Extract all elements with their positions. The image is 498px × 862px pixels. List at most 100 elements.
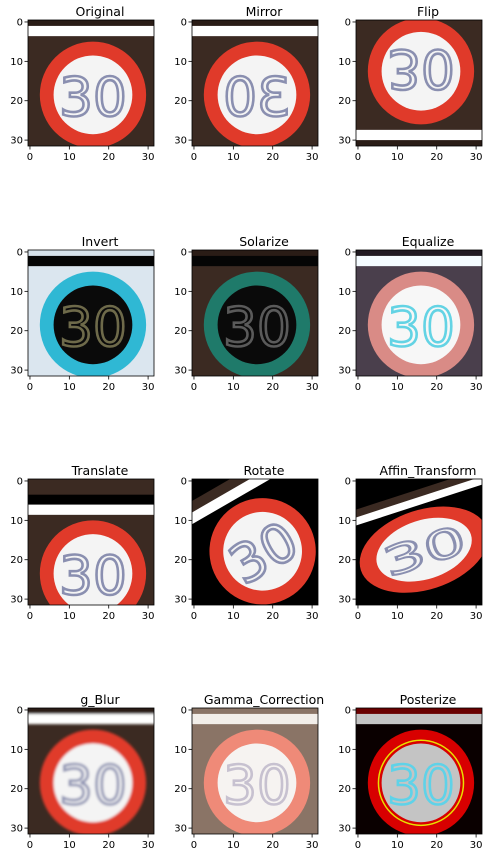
top-band bbox=[192, 479, 304, 543]
x-tick-label: 0 bbox=[355, 382, 361, 393]
y-tick-label: 30 bbox=[10, 824, 23, 835]
y-tick-label: 30 bbox=[10, 136, 23, 147]
sign-face bbox=[381, 31, 461, 111]
axes-frame bbox=[355, 478, 483, 606]
y-tick-label: 20 bbox=[174, 326, 187, 337]
sign-number: 30 bbox=[387, 296, 455, 358]
x-tick-label: 10 bbox=[227, 611, 240, 622]
x-tick-label: 0 bbox=[27, 840, 33, 851]
top-band bbox=[356, 129, 482, 141]
x-tick-label: 0 bbox=[355, 840, 361, 851]
axes-frame bbox=[27, 707, 155, 835]
x-tick-label: 10 bbox=[227, 152, 240, 163]
y-tick-label: 20 bbox=[10, 784, 23, 795]
x-tick-label: 20 bbox=[266, 611, 279, 622]
image-axes: 30 0 10 20 30 0 10 20 30 bbox=[338, 247, 483, 393]
sign-face bbox=[376, 517, 472, 582]
x-tick-label: 20 bbox=[102, 840, 115, 851]
y-tick-label: 10 bbox=[338, 287, 351, 298]
y-tick-label: 30 bbox=[338, 136, 351, 147]
y-tick-label: 0 bbox=[17, 705, 23, 716]
x-tick-label: 30 bbox=[470, 611, 483, 622]
x-tick-label: 0 bbox=[27, 611, 33, 622]
y-tick-label: 0 bbox=[181, 247, 187, 258]
panel-title: Flip bbox=[416, 4, 440, 19]
x-tick-label: 30 bbox=[306, 840, 319, 851]
axes-frame bbox=[191, 19, 319, 147]
sign-number: 30 bbox=[223, 66, 291, 128]
sign-face bbox=[217, 285, 297, 365]
image-axes: 30 0 10 20 30 0 10 20 30 bbox=[174, 17, 319, 163]
y-tick-label: 30 bbox=[10, 595, 23, 606]
panel-mirror: Mirror 30 0 10 20 30 0 10 20 30 bbox=[174, 2, 344, 164]
sign-image: 30 bbox=[356, 250, 482, 376]
panel-gamma-correction: Gamma_Correction 30 0 10 20 30 0 10 20 30 bbox=[174, 690, 344, 852]
y-tick-label: 20 bbox=[174, 784, 187, 795]
sign-image: 30 bbox=[28, 479, 154, 607]
x-tick-label: 20 bbox=[266, 840, 279, 851]
axes-frame bbox=[27, 478, 155, 606]
image-axes: 30 0 10 20 30 0 10 20 30 bbox=[10, 705, 155, 851]
y-tick-label: 0 bbox=[181, 705, 187, 716]
panel-rotate: Rotate 30 0 10 20 30 0 10 20 30 bbox=[174, 461, 344, 623]
panel-translate: Translate 30 0 10 20 30 0 10 20 30 bbox=[10, 461, 180, 623]
sign-number: 30 bbox=[59, 545, 127, 607]
x-tick-label: 20 bbox=[266, 152, 279, 163]
y-tick-label: 20 bbox=[338, 326, 351, 337]
top-band bbox=[192, 713, 318, 725]
y-tick-label: 10 bbox=[338, 745, 351, 756]
x-tick-label: 20 bbox=[430, 840, 443, 851]
y-tick-label: 30 bbox=[174, 136, 187, 147]
y-tick-label: 10 bbox=[338, 57, 351, 68]
x-tick-label: 10 bbox=[63, 840, 76, 851]
sign-number: 30 bbox=[59, 754, 127, 816]
sign-face bbox=[53, 743, 133, 823]
y-tick-label: 0 bbox=[181, 17, 187, 28]
y-tick-label: 30 bbox=[338, 824, 351, 835]
x-tick-label: 10 bbox=[63, 611, 76, 622]
panel-title: Rotate bbox=[243, 463, 285, 478]
sign-number: 30 bbox=[223, 296, 291, 358]
sign-face bbox=[53, 285, 133, 365]
x-tick-label: 0 bbox=[27, 152, 33, 163]
sign-face bbox=[217, 55, 297, 135]
axes-frame bbox=[355, 707, 483, 835]
panel-solarize: Solarize 30 0 10 20 30 0 10 20 30 bbox=[174, 232, 344, 394]
image-axes: 30 0 10 20 30 0 10 20 30 bbox=[174, 705, 319, 851]
x-tick-label: 0 bbox=[191, 152, 197, 163]
x-tick-label: 10 bbox=[391, 611, 404, 622]
sign-image: 30 bbox=[28, 250, 154, 376]
panel-affine: Affin_Transform 30 0 10 20 30 0 10 20 30 bbox=[338, 461, 498, 623]
sign-image: 30 bbox=[356, 20, 482, 146]
y-tick-label: 20 bbox=[174, 96, 187, 107]
sign-image: 30 bbox=[356, 479, 482, 605]
x-tick-label: 20 bbox=[102, 382, 115, 393]
y-tick-label: 0 bbox=[345, 476, 351, 487]
x-tick-label: 30 bbox=[470, 382, 483, 393]
sign-number: 30 bbox=[387, 754, 455, 816]
y-tick-label: 0 bbox=[17, 476, 23, 487]
x-tick-label: 0 bbox=[191, 840, 197, 851]
x-tick-label: 30 bbox=[306, 611, 319, 622]
y-tick-label: 10 bbox=[10, 57, 23, 68]
x-tick-label: 30 bbox=[470, 840, 483, 851]
sign-face bbox=[53, 55, 133, 135]
panel-title: Mirror bbox=[245, 4, 283, 19]
panel-title: g_Blur bbox=[80, 692, 120, 707]
top-band bbox=[28, 504, 154, 515]
sign-number: 30 bbox=[59, 66, 127, 128]
sign-face bbox=[217, 743, 297, 823]
panel-title: Translate bbox=[71, 463, 129, 478]
top-band bbox=[28, 25, 154, 37]
panel-g-blur: g_Blur 30 0 10 20 30 0 10 20 30 bbox=[10, 690, 180, 852]
y-tick-label: 10 bbox=[10, 516, 23, 527]
y-tick-label: 0 bbox=[17, 247, 23, 258]
y-tick-label: 10 bbox=[10, 287, 23, 298]
image-axes: 30 0 10 20 30 0 10 20 30 bbox=[174, 247, 318, 393]
x-tick-label: 10 bbox=[227, 840, 240, 851]
image-axes: 30 0 10 20 30 0 10 20 30 bbox=[338, 476, 483, 622]
y-tick-label: 30 bbox=[338, 595, 351, 606]
sign-image: 30 bbox=[356, 708, 482, 834]
y-tick-label: 0 bbox=[181, 476, 187, 487]
axes-frame bbox=[191, 707, 319, 835]
